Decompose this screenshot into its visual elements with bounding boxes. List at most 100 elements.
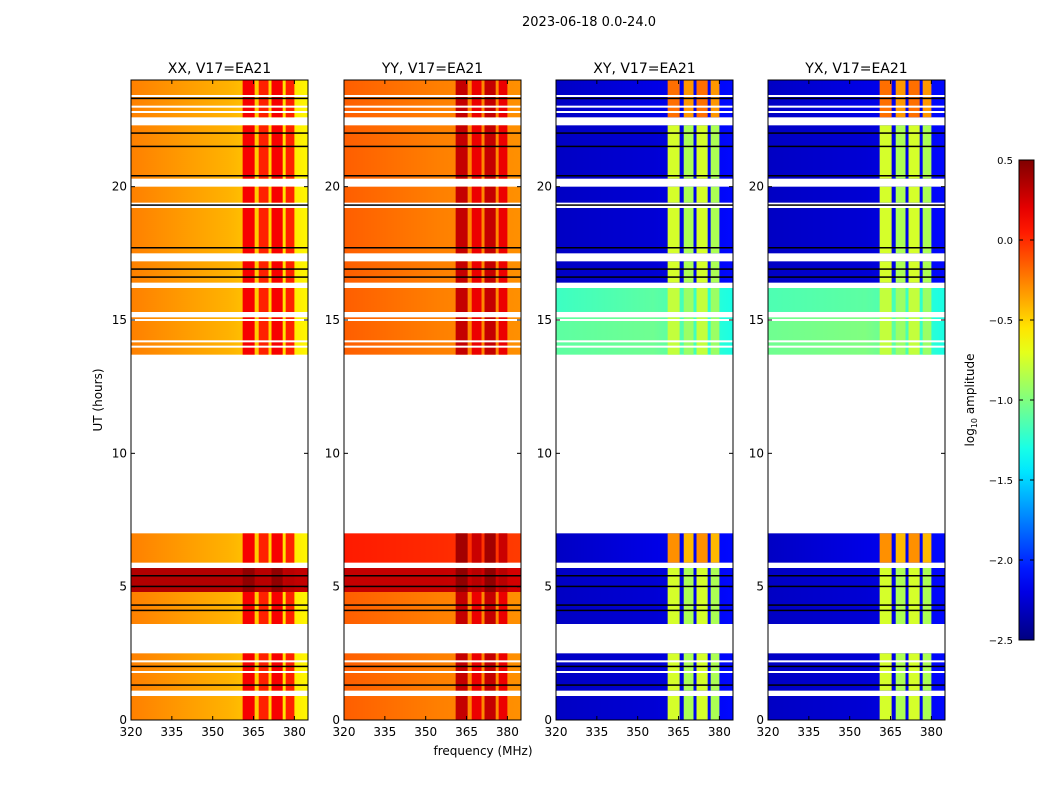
rfi-band-cell bbox=[908, 317, 920, 355]
flagged-row-black bbox=[344, 684, 521, 686]
rfi-band-cell bbox=[271, 533, 283, 563]
flagged-row-black bbox=[556, 604, 733, 606]
flagged-row-black bbox=[556, 665, 733, 668]
flagged-row-black bbox=[131, 268, 308, 270]
rfi-band-cell bbox=[242, 696, 255, 720]
x-tick-label: 350 bbox=[201, 725, 224, 739]
rfi-band-cell bbox=[667, 125, 680, 179]
y-tick-label: 0 bbox=[756, 713, 764, 727]
rfi-band-cell bbox=[242, 186, 255, 203]
colorbar-tick-label: 0.0 bbox=[997, 236, 1013, 247]
flagged-row-black bbox=[556, 145, 733, 148]
rfi-band-cell bbox=[271, 125, 283, 179]
x-tick-label: 335 bbox=[797, 725, 820, 739]
rfi-band-cell bbox=[696, 208, 708, 254]
axes-frame bbox=[343, 79, 522, 721]
rfi-band-cell bbox=[895, 288, 906, 312]
rfi-band-cell bbox=[696, 696, 708, 720]
rfi-band-cell bbox=[242, 261, 255, 283]
flagged-row-white bbox=[768, 319, 945, 321]
rfi-band-cell bbox=[696, 186, 708, 203]
rfi-band-cell bbox=[242, 288, 255, 312]
y-tick-label: 15 bbox=[537, 313, 552, 327]
flagged-row-black bbox=[344, 204, 521, 206]
panel-xy: XY, V17=EA21 320 335 350 365 380 0 5 10 15 20 bbox=[537, 61, 734, 739]
flagged-row-white bbox=[131, 319, 308, 321]
y-tick-label: 15 bbox=[749, 313, 764, 327]
rfi-band-cell bbox=[455, 186, 468, 203]
flagged-row-black bbox=[131, 276, 308, 278]
x-tick-label: 365 bbox=[667, 725, 690, 739]
rfi-band-cell bbox=[908, 288, 920, 312]
rfi-band-cell bbox=[455, 317, 468, 355]
flagged-row-black bbox=[344, 132, 521, 134]
flagged-row-black bbox=[131, 204, 308, 206]
rfi-band-cell bbox=[895, 125, 906, 179]
rfi-band-cell bbox=[471, 288, 482, 312]
flagged-row-black bbox=[768, 575, 945, 577]
x-tick-label: 335 bbox=[160, 725, 183, 739]
flagged-row-white bbox=[556, 671, 733, 673]
rfi-band-cell bbox=[455, 696, 468, 720]
rfi-band-cell bbox=[710, 186, 720, 203]
rfi-band-cell bbox=[908, 208, 920, 254]
y-tick-label: 20 bbox=[325, 180, 340, 194]
rfi-band-cell bbox=[242, 125, 255, 179]
rfi-band-cell bbox=[879, 186, 892, 203]
y-tick-label: 0 bbox=[332, 713, 340, 727]
y-tick-label: 15 bbox=[112, 313, 127, 327]
rfi-band-cell bbox=[242, 592, 255, 624]
rfi-band-cell bbox=[696, 592, 708, 624]
rfi-band-cell bbox=[271, 261, 283, 283]
rfi-band-cell bbox=[471, 208, 482, 254]
panel-xx: XX, V17=EA21 320 335 350 365 380 0 5 10 15 20 bbox=[112, 61, 309, 739]
rfi-band-cell bbox=[895, 592, 906, 624]
x-axis-label: frequency (MHz) bbox=[433, 744, 532, 758]
flagged-row-black bbox=[768, 204, 945, 206]
rfi-band-cell bbox=[879, 208, 892, 254]
flagged-row-black bbox=[556, 268, 733, 270]
axes-frame bbox=[767, 79, 946, 721]
rfi-band-cell bbox=[285, 533, 295, 563]
rfi-band-cell bbox=[258, 317, 269, 355]
flagged-row-white bbox=[344, 319, 521, 321]
flagged-row-black bbox=[556, 575, 733, 577]
rfi-band-cell bbox=[667, 592, 680, 624]
x-tick-label: 320 bbox=[757, 725, 780, 739]
rfi-band-cell bbox=[895, 696, 906, 720]
rfi-band-cell bbox=[683, 317, 694, 355]
panel-title: XY, V17=EA21 bbox=[593, 61, 695, 77]
rfi-band-cell bbox=[710, 696, 720, 720]
rfi-band-cell bbox=[258, 696, 269, 720]
rfi-band-cell bbox=[922, 696, 932, 720]
rfi-band-cell bbox=[667, 568, 680, 592]
colorbar-tick-label: −1.0 bbox=[989, 396, 1013, 407]
flagged-row-white bbox=[768, 660, 945, 663]
rfi-band-cell bbox=[455, 533, 468, 563]
rfi-band-cell bbox=[895, 186, 906, 203]
rfi-band-cell bbox=[683, 696, 694, 720]
rfi-band-cell bbox=[696, 317, 708, 355]
rfi-band-cell bbox=[285, 261, 295, 283]
flagged-row-black bbox=[768, 247, 945, 249]
rfi-band-cell bbox=[710, 533, 720, 563]
x-tick-label: 380 bbox=[283, 725, 306, 739]
flagged-row-white bbox=[131, 340, 308, 343]
flagged-row-black bbox=[556, 684, 733, 686]
flagged-row-black bbox=[556, 585, 733, 588]
flagged-row-white bbox=[344, 345, 521, 348]
flagged-row-black bbox=[131, 604, 308, 606]
flagged-row-white bbox=[131, 660, 308, 663]
rfi-band-cell bbox=[908, 568, 920, 592]
rfi-band-cell bbox=[879, 696, 892, 720]
flagged-row-white bbox=[556, 345, 733, 348]
rfi-band-cell bbox=[908, 592, 920, 624]
rfi-band-cell bbox=[285, 696, 295, 720]
rfi-band-cell bbox=[908, 533, 920, 563]
flagged-row-white bbox=[344, 671, 521, 673]
y-tick-label: 10 bbox=[325, 446, 340, 460]
rfi-band-cell bbox=[484, 288, 496, 312]
y-tick-label: 15 bbox=[325, 313, 340, 327]
flagged-row-black bbox=[344, 276, 521, 278]
